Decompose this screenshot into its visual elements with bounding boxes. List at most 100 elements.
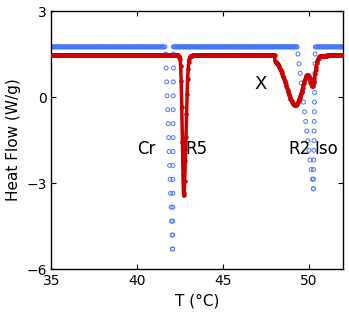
Point — [97, 53, 102, 58]
Point — [51, 44, 56, 49]
Point — [201, 53, 206, 58]
Point — [314, 44, 320, 49]
Point — [255, 44, 261, 49]
Point — [184, 111, 189, 116]
Point — [94, 53, 99, 58]
Point — [233, 44, 239, 49]
Point — [229, 44, 235, 49]
Point — [225, 53, 231, 58]
Point — [244, 53, 250, 58]
Point — [86, 53, 92, 58]
Point — [240, 53, 245, 58]
Point — [320, 53, 326, 58]
Point — [170, 53, 175, 58]
Point — [78, 53, 83, 58]
Point — [331, 44, 336, 49]
Point — [196, 44, 202, 49]
Point — [140, 53, 146, 58]
Point — [250, 44, 255, 49]
Point — [206, 53, 211, 58]
Point — [176, 44, 181, 49]
Point — [87, 53, 92, 58]
Point — [172, 44, 178, 49]
Point — [309, 83, 314, 88]
Point — [163, 51, 169, 57]
Point — [211, 44, 217, 49]
Point — [262, 44, 267, 49]
Point — [124, 53, 129, 58]
Y-axis label: Heat Flow (W/g): Heat Flow (W/g) — [6, 79, 21, 201]
Point — [101, 44, 107, 49]
Point — [274, 61, 280, 66]
Point — [93, 53, 99, 58]
Point — [212, 53, 218, 58]
Point — [167, 53, 173, 58]
Point — [195, 44, 200, 49]
Point — [312, 61, 318, 66]
Point — [153, 44, 158, 49]
Point — [83, 53, 88, 58]
Point — [334, 53, 340, 58]
Point — [184, 91, 190, 96]
Point — [172, 53, 178, 58]
Point — [302, 79, 307, 84]
Point — [58, 53, 63, 58]
Point — [260, 44, 266, 49]
Point — [217, 44, 223, 49]
Point — [126, 44, 132, 49]
Point — [158, 44, 164, 49]
Point — [295, 100, 301, 105]
Point — [169, 53, 174, 58]
Point — [180, 44, 186, 49]
Point — [66, 53, 71, 58]
Point — [165, 121, 171, 126]
Point — [54, 44, 60, 49]
Point — [324, 53, 329, 58]
Point — [309, 167, 314, 172]
Point — [51, 53, 56, 58]
Point — [99, 53, 105, 58]
Point — [106, 53, 112, 58]
Point — [137, 53, 142, 58]
Point — [338, 53, 343, 58]
Point — [284, 84, 289, 89]
Point — [321, 53, 327, 58]
Point — [164, 93, 170, 98]
Point — [223, 53, 229, 58]
Point — [170, 205, 176, 210]
Point — [127, 44, 132, 49]
Point — [265, 44, 271, 49]
Point — [124, 44, 129, 49]
Point — [259, 53, 265, 58]
Point — [260, 53, 266, 58]
Point — [230, 53, 236, 58]
Point — [63, 53, 69, 58]
Point — [326, 44, 332, 49]
Point — [113, 53, 119, 58]
Point — [186, 44, 192, 49]
Point — [326, 53, 331, 58]
Point — [112, 44, 118, 49]
Point — [322, 44, 328, 49]
Point — [76, 44, 82, 49]
Point — [337, 53, 343, 58]
Point — [75, 44, 81, 49]
Point — [171, 79, 176, 84]
Point — [190, 44, 195, 49]
Point — [298, 93, 303, 98]
Point — [80, 53, 85, 58]
Point — [289, 99, 295, 104]
Point — [270, 44, 276, 49]
Point — [270, 53, 276, 58]
Point — [182, 178, 187, 183]
Point — [300, 83, 306, 88]
Point — [294, 44, 300, 49]
Point — [205, 53, 211, 58]
Point — [291, 102, 296, 107]
Point — [75, 53, 81, 58]
Point — [154, 44, 159, 49]
Point — [131, 53, 137, 58]
Point — [245, 44, 251, 49]
Point — [147, 53, 153, 58]
Point — [181, 44, 186, 49]
